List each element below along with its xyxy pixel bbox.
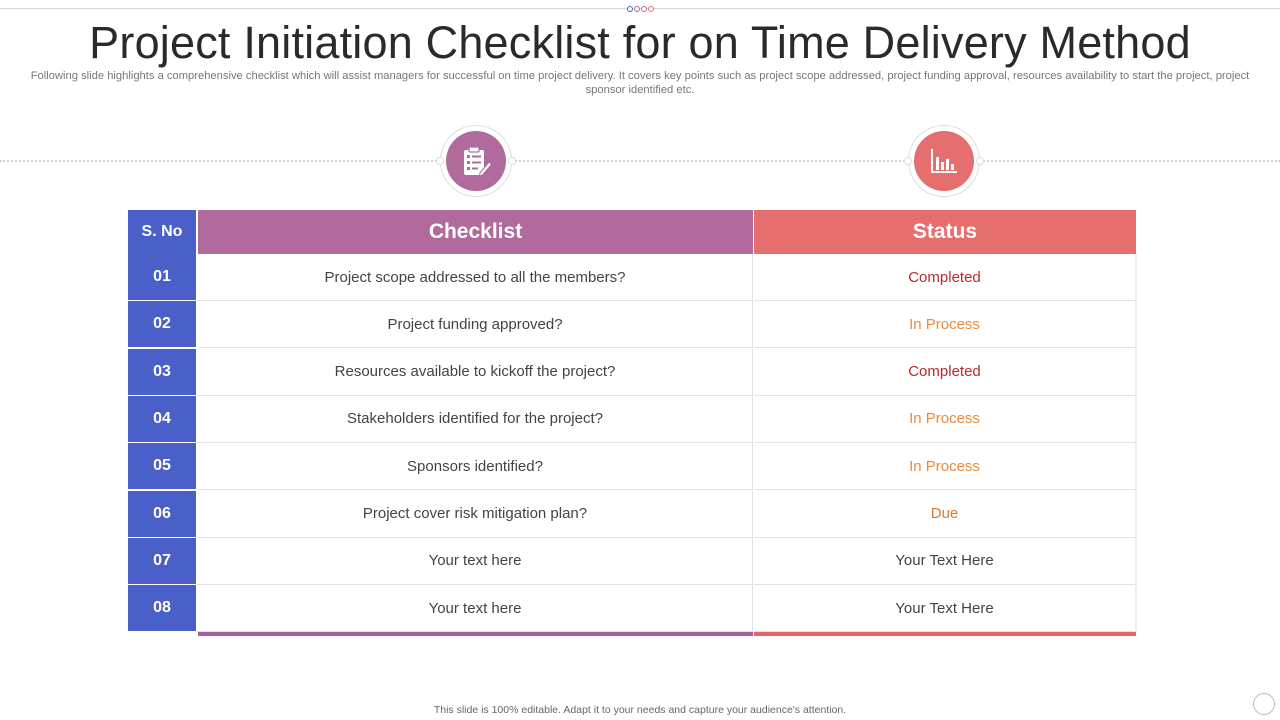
dotted-divider	[0, 160, 1280, 162]
table-row: 03 Resources available to kickoff the pro…	[128, 348, 1136, 396]
checklist-item: Resources available to kickoff the proje…	[198, 348, 753, 396]
corner-circle	[1253, 693, 1275, 715]
checklist-item: Project cover risk mitigation plan?	[198, 490, 753, 538]
checklist-item: Stakeholders identified for the project?	[198, 395, 753, 443]
footer-note: This slide is 100% editable. Adapt it to…	[433, 704, 847, 716]
table-row: 08 Your text here Your Text Here	[128, 585, 1136, 633]
status-bottom-bar	[754, 632, 1136, 636]
table-row: 01 Project scope addressed to all the mem…	[128, 254, 1136, 301]
bar-chart-icon	[914, 131, 974, 191]
table-row: 05 Sponsors identified? In Process	[128, 443, 1136, 491]
table-row: 07 Your text here Your Text Here	[128, 537, 1136, 585]
checklist-icon-badge	[436, 125, 516, 197]
row-number: 01	[128, 254, 196, 301]
checklist-item: Your text here	[198, 537, 753, 585]
top-rule	[0, 8, 1280, 9]
status-value: Due	[754, 490, 1136, 538]
table-shadow	[1135, 254, 1137, 632]
row-number: 08	[128, 585, 196, 633]
row-number: 05	[128, 443, 196, 491]
table-row: 06 Project cover risk mitigation plan? Due	[128, 490, 1136, 538]
row-number: 03	[128, 348, 196, 396]
row-number: 02	[128, 301, 196, 349]
status-value: Your Text Here	[754, 537, 1136, 585]
top-decoration-dots	[627, 5, 654, 13]
checklist-item: Project funding approved?	[198, 301, 753, 349]
status-value: Completed	[754, 348, 1136, 396]
checklist-item: Sponsors identified?	[198, 443, 753, 491]
row-number: 06	[128, 490, 196, 538]
table-row: 04 Stakeholders identified for the projec…	[128, 395, 1136, 443]
header-sno: S. No	[128, 210, 196, 254]
status-value: In Process	[754, 301, 1136, 349]
row-number: 07	[128, 537, 196, 585]
status-value: Your Text Here	[754, 585, 1136, 633]
status-value: In Process	[754, 443, 1136, 491]
status-icon-badge	[904, 125, 984, 197]
clipboard-checklist-icon	[446, 131, 506, 191]
row-number: 04	[128, 395, 196, 443]
page-title: Project Initiation Checklist for on Time…	[89, 17, 1191, 68]
status-value: Completed	[754, 254, 1136, 301]
page-subtitle: Following slide highlights a comprehensi…	[30, 70, 1250, 96]
status-value: In Process	[754, 395, 1136, 443]
checklist-item: Project scope addressed to all the membe…	[198, 254, 753, 301]
table-header-row: S. No Checklist Status	[128, 210, 1136, 254]
header-status: Status	[754, 210, 1136, 254]
table-row: 02 Project funding approved? In Process	[128, 301, 1136, 349]
checklist-item: Your text here	[198, 585, 753, 633]
header-checklist: Checklist	[198, 210, 753, 254]
checklist-bottom-bar	[198, 632, 753, 636]
